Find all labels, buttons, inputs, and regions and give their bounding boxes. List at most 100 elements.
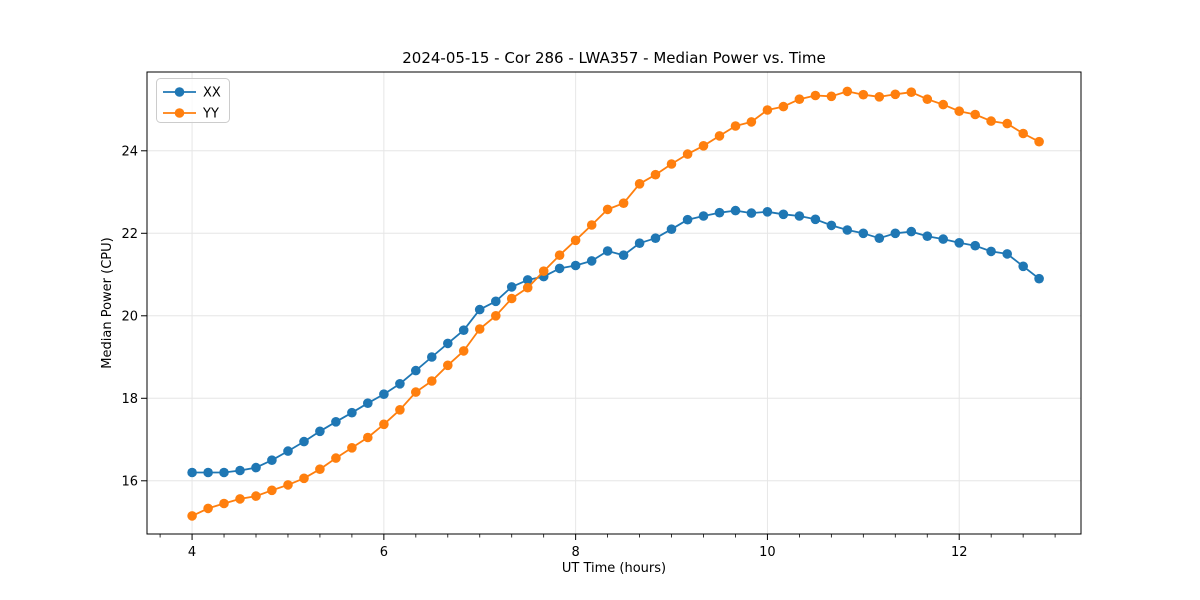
y-axis-label: Median Power (CPU) xyxy=(100,237,115,368)
data-point xyxy=(458,346,469,356)
data-point xyxy=(682,214,693,225)
data-point xyxy=(395,379,405,389)
data-point xyxy=(698,141,709,151)
x-tick-label: 10 xyxy=(759,545,776,560)
data-point xyxy=(730,205,741,216)
data-point xyxy=(187,511,197,521)
x-tick-label: 6 xyxy=(380,545,388,560)
data-point xyxy=(363,398,373,409)
series-markers-xx xyxy=(187,205,1044,478)
data-point xyxy=(443,360,453,371)
data-point xyxy=(810,214,821,225)
data-point xyxy=(810,90,821,101)
data-point xyxy=(283,480,293,490)
x-axis-label: UT Time (hours) xyxy=(562,561,666,576)
data-point xyxy=(1018,261,1028,272)
data-point xyxy=(586,220,597,230)
data-point xyxy=(411,365,421,376)
data-point xyxy=(554,250,565,260)
data-point xyxy=(1034,136,1044,147)
data-point xyxy=(762,207,773,217)
data-point xyxy=(219,467,229,478)
data-point xyxy=(714,207,725,218)
data-point xyxy=(890,89,901,100)
data-point xyxy=(299,473,309,484)
data-point xyxy=(842,225,853,235)
y-tick-label: 20 xyxy=(121,309,138,324)
data-point xyxy=(922,231,933,241)
data-point xyxy=(922,94,933,104)
data-point xyxy=(762,105,773,115)
data-point xyxy=(379,419,389,430)
legend-label-yy: YY xyxy=(202,107,219,122)
data-point xyxy=(491,296,501,307)
data-point xyxy=(650,169,661,180)
data-point xyxy=(570,235,581,246)
data-point xyxy=(235,494,245,504)
data-point xyxy=(970,109,980,120)
data-point xyxy=(1034,273,1044,284)
y-tick-label: 24 xyxy=(121,144,138,159)
data-point xyxy=(506,293,517,304)
data-point xyxy=(570,260,581,271)
x-tick-label: 12 xyxy=(951,545,968,560)
data-point xyxy=(331,453,341,463)
data-point xyxy=(347,443,357,453)
plot-spines xyxy=(146,71,1082,535)
data-point xyxy=(443,338,453,349)
data-point xyxy=(522,282,533,293)
data-point xyxy=(522,275,533,285)
data-point xyxy=(954,238,964,248)
legend-label-xx: XX xyxy=(203,86,221,101)
data-point xyxy=(698,211,709,221)
series-line-yy xyxy=(191,90,1040,517)
data-point xyxy=(203,467,213,478)
data-point xyxy=(618,250,629,260)
data-point xyxy=(187,467,197,478)
data-point xyxy=(890,228,901,239)
data-point xyxy=(906,87,917,97)
data-point xyxy=(427,352,437,362)
data-point xyxy=(283,446,293,456)
x-tick-label: 4 xyxy=(188,545,196,560)
data-point xyxy=(858,228,869,239)
data-point xyxy=(938,234,948,244)
data-point xyxy=(1002,249,1012,259)
data-point xyxy=(315,464,325,475)
legend: XX YY xyxy=(156,78,230,123)
data-point xyxy=(554,263,565,274)
data-point xyxy=(251,462,261,473)
x-tick-label: 8 xyxy=(572,545,580,560)
data-point xyxy=(826,91,837,102)
data-point xyxy=(842,86,853,97)
data-point xyxy=(906,226,917,237)
data-point xyxy=(1002,118,1012,129)
y-tick-label: 16 xyxy=(121,474,138,489)
data-point xyxy=(874,233,885,243)
data-point xyxy=(826,220,837,231)
data-point xyxy=(778,209,789,220)
data-point xyxy=(235,465,245,476)
data-point xyxy=(986,116,996,126)
data-point xyxy=(858,89,869,100)
data-point xyxy=(986,246,996,257)
data-point xyxy=(474,304,485,315)
gridlines xyxy=(147,72,1081,534)
data-point xyxy=(618,198,629,208)
data-point xyxy=(634,238,645,248)
data-point xyxy=(746,208,757,218)
data-point xyxy=(363,432,373,443)
data-point xyxy=(538,266,549,277)
data-point xyxy=(506,282,517,292)
legend-marker-yy-icon xyxy=(174,108,185,118)
data-point xyxy=(794,211,805,221)
y-tick-label: 22 xyxy=(121,227,138,242)
data-point xyxy=(411,387,421,397)
data-point xyxy=(714,131,725,141)
data-point xyxy=(267,485,277,496)
chart-title: 2024-05-15 - Cor 286 - LWA357 - Median P… xyxy=(402,49,826,67)
data-point xyxy=(586,256,597,266)
data-point xyxy=(938,99,948,110)
